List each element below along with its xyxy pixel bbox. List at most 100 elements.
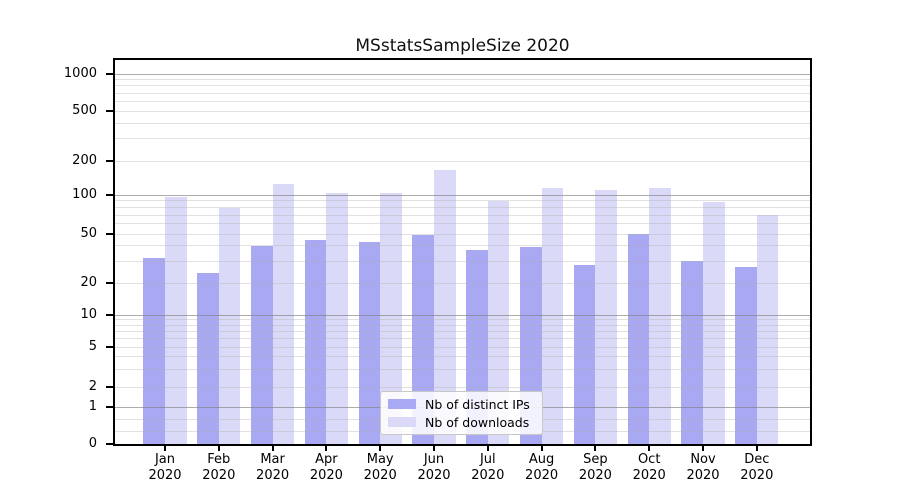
x-tick [217, 446, 220, 451]
bar-downloads-may [380, 192, 402, 444]
y-tick-label: 500 [72, 103, 97, 118]
bar-downloads-aug [541, 188, 564, 444]
gridline-minor [115, 122, 810, 124]
gridline-minor [115, 223, 810, 225]
gridline-minor [115, 110, 810, 112]
x-tick [648, 446, 651, 451]
gridline-minor [115, 214, 810, 216]
gridline-minor [115, 200, 810, 202]
x-tick-label: Sep 2020 [578, 452, 612, 483]
y-tick [106, 386, 113, 388]
bar-downloads-oct [649, 188, 671, 444]
bar-downloads-dec [756, 215, 779, 444]
bar-downloads-jun [434, 170, 456, 444]
x-tick-label: Jun 2020 [417, 452, 451, 483]
y-tick-label: 0 [88, 436, 97, 451]
gridline-minor [115, 368, 810, 370]
x-tick-label: Oct 2020 [632, 452, 666, 483]
y-tick [106, 346, 113, 348]
x-tick-label: May 2020 [363, 452, 397, 483]
y-tick-label: 20 [80, 275, 97, 290]
x-tick-label: Mar 2020 [256, 452, 290, 483]
gridline-minor [115, 260, 810, 262]
y-tick [106, 406, 113, 408]
x-tick [702, 446, 704, 451]
x-tick [379, 446, 382, 451]
y-tick [106, 233, 113, 235]
y-tick-label: 2 [88, 379, 97, 394]
x-tick-label: Jan 2020 [148, 452, 182, 483]
gridline-minor [115, 386, 810, 388]
bar-distinct-ips-mar [251, 245, 273, 444]
gridline-major [115, 73, 810, 75]
y-tick [106, 160, 113, 162]
x-tick-label: Jul 2020 [471, 452, 505, 483]
gridline-minor [115, 324, 810, 326]
bar-downloads-jul [487, 200, 510, 444]
x-tick [486, 446, 489, 451]
x-tick-label: Nov 2020 [686, 452, 720, 483]
y-tick [106, 443, 113, 445]
x-tick-label: Feb 2020 [202, 452, 236, 483]
legend-item: Nb of distinct IPs [388, 397, 536, 412]
x-tick [164, 446, 166, 451]
y-tick [106, 282, 113, 284]
y-tick [106, 314, 113, 316]
x-tick-label: Aug 2020 [525, 452, 559, 483]
gridline-major [115, 314, 810, 316]
legend-swatch-downloads-icon [388, 417, 416, 427]
gridline-minor [115, 338, 810, 340]
gridline-minor [115, 85, 810, 87]
gridline-minor [115, 282, 810, 284]
chart-title: MSstatsSampleSize 2020 [355, 36, 570, 56]
x-tick [271, 446, 274, 451]
x-tick-label: Dec 2020 [740, 452, 774, 483]
legend-label-distinct-ips: Nb of distinct IPs [425, 396, 530, 412]
bar-downloads-jan [165, 197, 187, 444]
y-tick [106, 110, 113, 112]
x-tick-label: Apr 2020 [309, 452, 343, 483]
gridline-minor [115, 92, 810, 94]
y-tick-label: 1000 [63, 66, 97, 81]
bar-downloads-mar [272, 184, 295, 444]
plot-area: Nb of distinct IPs Nb of downloads Jan 2… [64, 58, 812, 483]
gridline-minor [115, 245, 810, 247]
bar-downloads-feb [218, 208, 241, 444]
x-tick [755, 446, 758, 451]
y-tick-label: 50 [80, 226, 97, 241]
bar-distinct-ips-jan [143, 257, 165, 444]
y-tick [106, 73, 113, 75]
gridline-minor [115, 346, 810, 348]
gridline-minor [115, 319, 810, 321]
gridline-minor [115, 138, 810, 140]
gridline-major [115, 194, 810, 196]
x-tick [433, 446, 435, 451]
gridline-minor [115, 79, 810, 81]
x-tick [594, 446, 597, 451]
legend: Nb of distinct IPs Nb of downloads [380, 391, 543, 435]
legend-swatch-distinct-ips-icon [388, 399, 416, 409]
bar-distinct-ips-apr [304, 239, 327, 444]
bar-distinct-ips-sep [573, 265, 596, 444]
y-tick-label: 1 [88, 399, 97, 414]
y-tick [106, 194, 113, 196]
legend-item: Nb of downloads [388, 415, 536, 430]
y-tick-label: 100 [72, 187, 97, 202]
bar-distinct-ips-feb [197, 273, 219, 444]
y-tick-label: 5 [88, 339, 97, 354]
bar-distinct-ips-nov [681, 261, 703, 444]
bar-downloads-apr [326, 193, 348, 444]
y-tick-label: 10 [80, 307, 97, 322]
x-tick [325, 446, 328, 451]
gridline-minor [115, 160, 810, 162]
bar-distinct-ips-oct [627, 234, 650, 444]
gridline-minor [115, 207, 810, 209]
bar-downloads-sep [595, 190, 617, 444]
gridline-minor [115, 356, 810, 358]
x-tick [540, 446, 543, 451]
gridline-minor [115, 100, 810, 102]
gridline-minor [115, 330, 810, 332]
bar-downloads-nov [703, 201, 725, 444]
gridline-minor [115, 233, 810, 235]
